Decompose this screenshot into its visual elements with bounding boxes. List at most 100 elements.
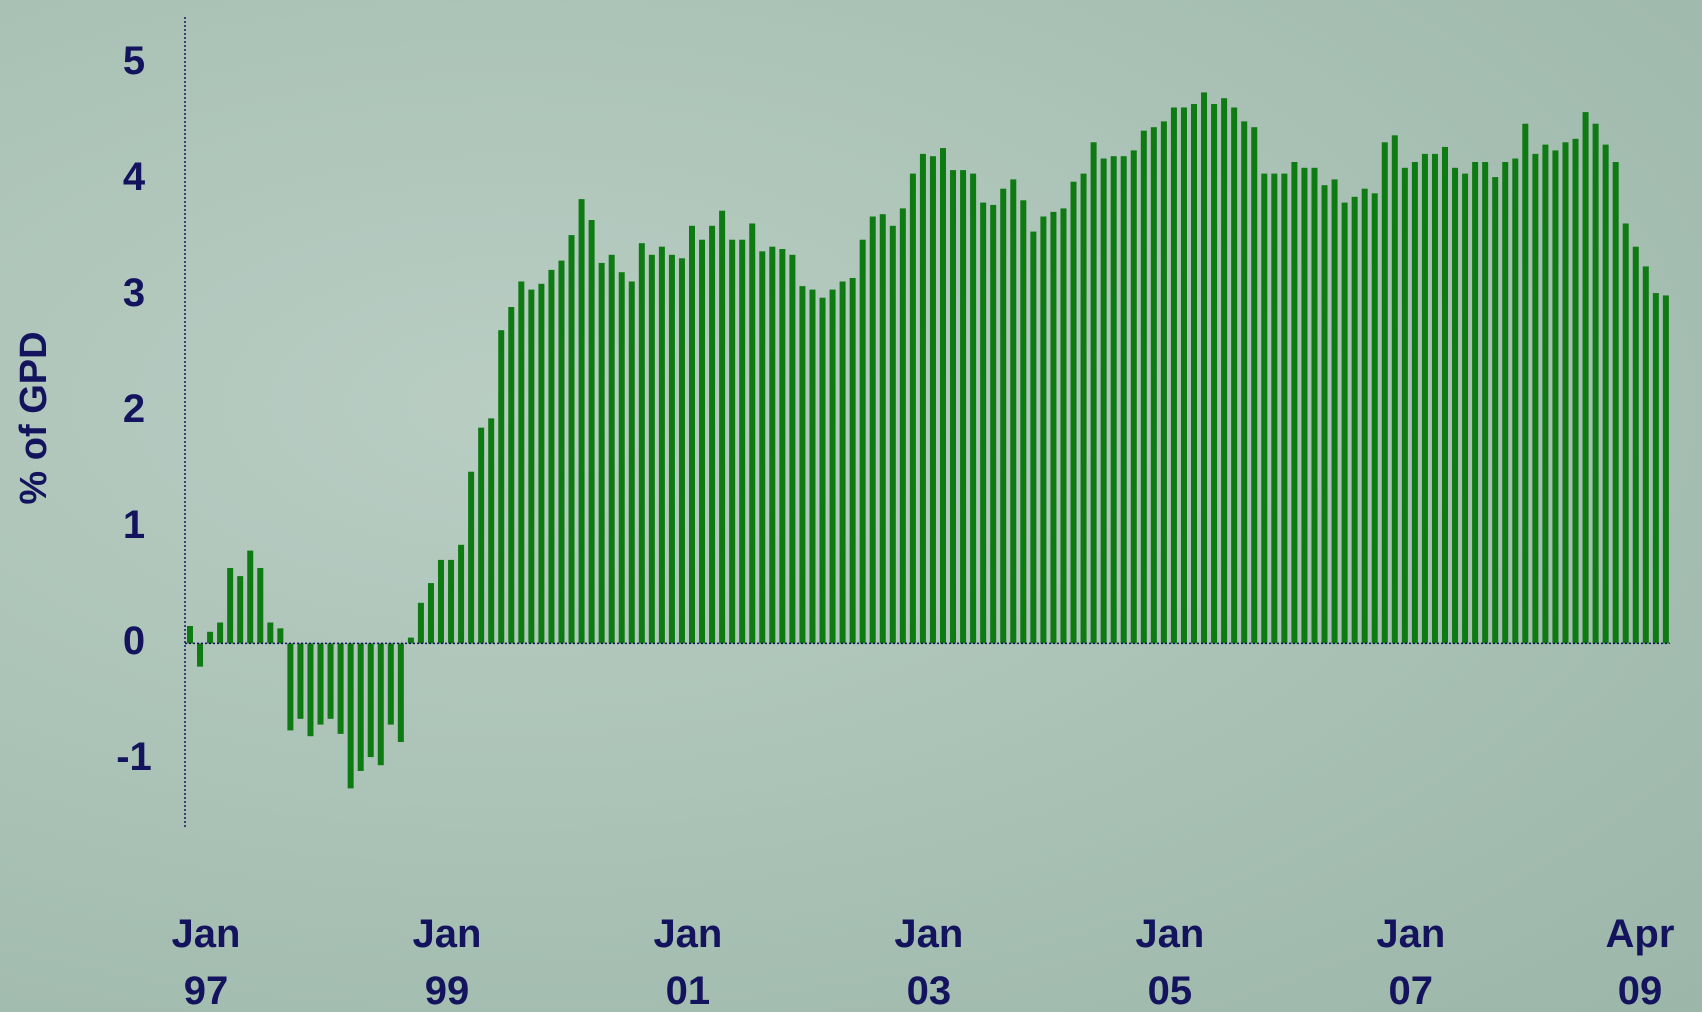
y-tick-label: 2	[123, 387, 145, 431]
bar	[1131, 150, 1137, 643]
bar	[1482, 162, 1488, 643]
bar	[318, 643, 324, 724]
bar	[1171, 107, 1177, 643]
x-tick-label: Jan 99	[387, 906, 507, 1012]
bar	[1271, 174, 1277, 644]
bar	[237, 576, 243, 643]
bar	[1472, 162, 1478, 643]
bar	[1442, 147, 1448, 643]
bar	[348, 643, 354, 788]
bar	[789, 255, 795, 644]
bar	[840, 281, 846, 643]
bar	[1372, 193, 1378, 643]
bar	[719, 211, 725, 644]
bar	[498, 330, 504, 643]
bar	[1462, 174, 1468, 644]
chart: % of GPD -1012345	[0, 0, 1702, 1012]
bar	[528, 290, 534, 644]
bar	[438, 560, 444, 644]
bar	[488, 418, 494, 643]
bar	[739, 240, 745, 644]
bar	[418, 603, 424, 644]
y-tick-label: -1	[116, 735, 152, 779]
bar	[1653, 293, 1659, 643]
bar	[378, 643, 384, 765]
bar	[428, 583, 434, 643]
bar	[599, 263, 605, 643]
bar	[579, 199, 585, 643]
bar	[1492, 177, 1498, 643]
bar	[699, 240, 705, 644]
bar	[870, 217, 876, 644]
x-tick-label: Jan 01	[628, 906, 748, 1012]
bar	[1432, 154, 1438, 644]
bar	[799, 286, 805, 643]
bar	[458, 545, 464, 644]
bar	[820, 298, 826, 644]
bar	[358, 643, 364, 771]
bar	[609, 255, 615, 644]
bar	[930, 156, 936, 643]
y-tick-label: 0	[123, 619, 145, 663]
bar	[267, 623, 273, 644]
bar	[1231, 107, 1237, 643]
bar	[1040, 217, 1046, 644]
bar	[890, 226, 896, 644]
bar	[1613, 162, 1619, 643]
bar	[478, 428, 484, 644]
bar	[1291, 162, 1297, 643]
bar	[1020, 200, 1026, 643]
bar	[1362, 189, 1368, 644]
bar	[408, 638, 414, 644]
bar	[328, 643, 334, 718]
bar	[388, 643, 394, 724]
bar	[970, 174, 976, 644]
bar	[749, 223, 755, 643]
y-tick-label: 5	[123, 39, 145, 83]
bar	[368, 643, 374, 757]
bar	[619, 272, 625, 643]
bar	[1251, 127, 1257, 643]
bar	[187, 626, 193, 643]
bar	[1060, 208, 1066, 643]
bar	[1311, 168, 1317, 644]
bar	[1522, 124, 1528, 644]
bar	[1322, 185, 1328, 643]
bar	[1261, 174, 1267, 644]
x-tick-label: Jan 07	[1351, 906, 1471, 1012]
bar	[277, 628, 283, 643]
bar	[1030, 232, 1036, 644]
bar	[830, 290, 836, 644]
bar	[1000, 189, 1006, 644]
bar	[900, 208, 906, 643]
bar	[1081, 174, 1087, 644]
bar	[247, 551, 253, 644]
bar	[850, 278, 856, 643]
bar	[1121, 156, 1127, 643]
bar	[518, 281, 524, 643]
bar	[1573, 139, 1579, 644]
x-tick-label: Jan 05	[1110, 906, 1230, 1012]
bar	[1603, 145, 1609, 644]
bar	[207, 632, 213, 644]
bar	[1562, 142, 1568, 643]
bar	[1643, 266, 1649, 643]
bar	[217, 623, 223, 644]
bar	[629, 281, 635, 643]
bar	[1633, 247, 1639, 644]
bar	[1191, 104, 1197, 643]
bar	[1512, 159, 1518, 644]
chart-container: % of GPD -1012345 Jan 97Jan 99Jan 01Jan …	[0, 0, 1702, 1012]
bar	[809, 290, 815, 644]
y-tick-label: 4	[123, 155, 146, 199]
bar	[197, 643, 203, 666]
bar	[950, 170, 956, 643]
bar	[1542, 145, 1548, 644]
bar	[960, 170, 966, 643]
bar	[338, 643, 344, 733]
bar	[669, 255, 675, 644]
bar	[589, 220, 595, 643]
bar	[1161, 121, 1167, 643]
bar	[1101, 159, 1107, 644]
bar	[1412, 162, 1418, 643]
